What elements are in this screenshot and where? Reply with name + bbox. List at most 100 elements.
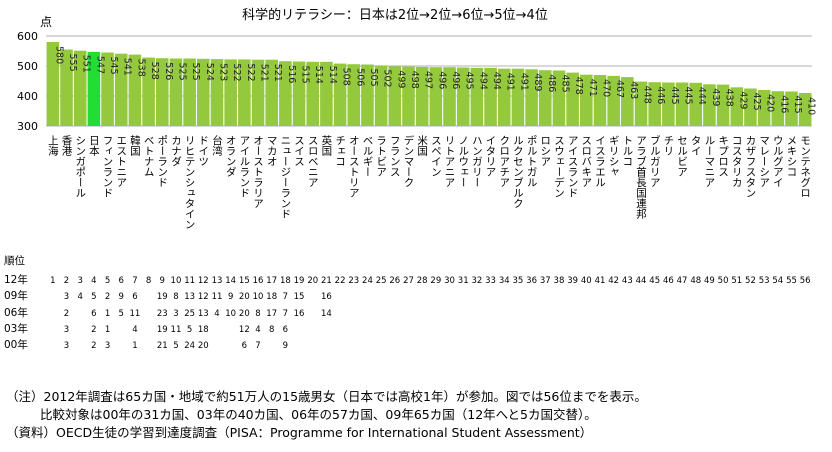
bar: [675, 82, 689, 126]
bar: [538, 70, 552, 126]
rank-cell: 5: [119, 309, 124, 319]
rank-cell: 10: [225, 309, 236, 319]
bar: [566, 72, 579, 126]
value-label: 445: [683, 87, 694, 105]
value-label: 516: [286, 65, 297, 83]
bar: [224, 59, 237, 126]
rank-cell: 51: [731, 276, 742, 286]
category-label: コスタリカ: [731, 135, 743, 188]
bar: [46, 42, 60, 126]
rank-cell: 18: [280, 276, 291, 286]
rank-row-label: 03年: [4, 322, 28, 335]
rank-cell: 9: [228, 292, 233, 302]
category-label: オーストリア: [348, 135, 360, 198]
bar: [607, 75, 620, 126]
value-label: 551: [81, 55, 92, 73]
bar: [60, 49, 73, 126]
rank-cell: 6: [91, 309, 96, 319]
rank-cell: 4: [214, 309, 219, 319]
rank-cell: 29: [430, 276, 441, 286]
category-label: チリ: [662, 135, 674, 156]
bar: [716, 84, 730, 126]
category-label: ウルグアイ: [772, 135, 784, 188]
rank-cell: 5: [187, 325, 192, 335]
rank-cell: 8: [269, 325, 274, 335]
category-label: セルビア: [676, 135, 688, 177]
bar: [279, 61, 292, 127]
rank-cell: 42: [608, 276, 619, 286]
rank-cell: 14: [321, 309, 332, 319]
bar: [593, 75, 607, 126]
rank-cell: 24: [184, 341, 195, 351]
category-label: デンマーク: [402, 134, 414, 187]
category-label: ノルウェー: [457, 135, 469, 188]
bar: [155, 58, 169, 127]
rank-cell: 5: [173, 341, 178, 351]
rank-cell: 23: [348, 276, 359, 286]
value-label: 471: [587, 79, 598, 97]
value-label: 525: [176, 63, 187, 81]
rank-cell: 25: [376, 276, 387, 286]
category-label: ルーマニア: [703, 135, 715, 188]
category-label: スロバキア: [580, 135, 592, 188]
bar: [525, 69, 538, 126]
bar: [183, 58, 196, 126]
value-label: 526: [163, 62, 174, 80]
value-label: 485: [559, 75, 570, 93]
category-label: リヒテンシュタイン: [184, 135, 196, 230]
value-label: 496: [436, 71, 447, 89]
value-label: 439: [710, 88, 721, 106]
rank-cell: 7: [132, 276, 137, 286]
category-label: 香港: [61, 135, 73, 156]
value-label: 522: [245, 63, 256, 81]
category-label: リトアニア: [444, 135, 456, 188]
category-label: アイルランド: [238, 135, 250, 198]
rank-cell: 46: [663, 276, 674, 286]
rank-cell: 3: [105, 341, 110, 351]
rank-cell: 1: [50, 276, 55, 286]
value-label: 524: [204, 63, 215, 81]
rank-cell: 15: [294, 292, 305, 302]
category-label: スイス: [293, 135, 305, 167]
category-label: 米国: [416, 134, 428, 157]
value-label: 491: [518, 73, 529, 91]
y-axis-unit-label: 点: [40, 15, 52, 29]
science-literacy-bar-chart: 580 555 551 547 545 541 538 528 526 525 525 524 523 5…: [4, 7, 817, 351]
rank-cell: 15: [239, 276, 250, 286]
category-label: 韓国: [129, 135, 141, 157]
bar: [689, 82, 703, 126]
rank-cell: 25: [184, 309, 195, 319]
value-label: 494: [491, 72, 502, 90]
category-label: シンガポール: [74, 135, 86, 198]
rank-row-label: 06年: [4, 306, 28, 319]
rank-cell: 23: [157, 309, 168, 319]
rank-cell: 11: [129, 309, 140, 319]
category-label: 英国: [320, 134, 332, 157]
bar: [128, 54, 142, 126]
rank-cell: 16: [294, 309, 305, 319]
rank-cell: 20: [198, 341, 209, 351]
rank-cell: 19: [157, 292, 168, 302]
note-line-1: （注）2012年調査は65カ国・地域で約51万人の15歳男女（日本では高校1年）…: [6, 389, 647, 404]
bar: [634, 81, 648, 126]
rank-cell: 54: [772, 276, 783, 286]
value-label: 580: [53, 46, 64, 64]
rank-cell: 18: [198, 325, 209, 335]
category-label: オランダ: [225, 135, 237, 177]
rank-cell: 7: [255, 341, 260, 351]
rank-cell: 17: [266, 309, 277, 319]
rank-cell: 45: [649, 276, 660, 286]
bar: [320, 61, 333, 126]
rank-cell: 2: [91, 325, 96, 335]
bar: [333, 63, 347, 126]
category-label: スペイン: [430, 135, 442, 177]
bar: [210, 59, 224, 126]
value-label: 445: [669, 87, 680, 105]
rank-cell: 3: [64, 292, 69, 302]
chart-title: 科学的リテラシー：日本は2位→2位→6位→5位→4位: [242, 7, 548, 23]
rank-cell: 13: [212, 276, 223, 286]
category-label: イタリア: [485, 135, 497, 177]
note-line-2: 比較対象は00年の31カ国、03年の40カ国、06年の57カ国、09年65カ国（…: [40, 407, 597, 422]
rank-cell: 32: [471, 276, 482, 286]
bar: [648, 82, 661, 126]
